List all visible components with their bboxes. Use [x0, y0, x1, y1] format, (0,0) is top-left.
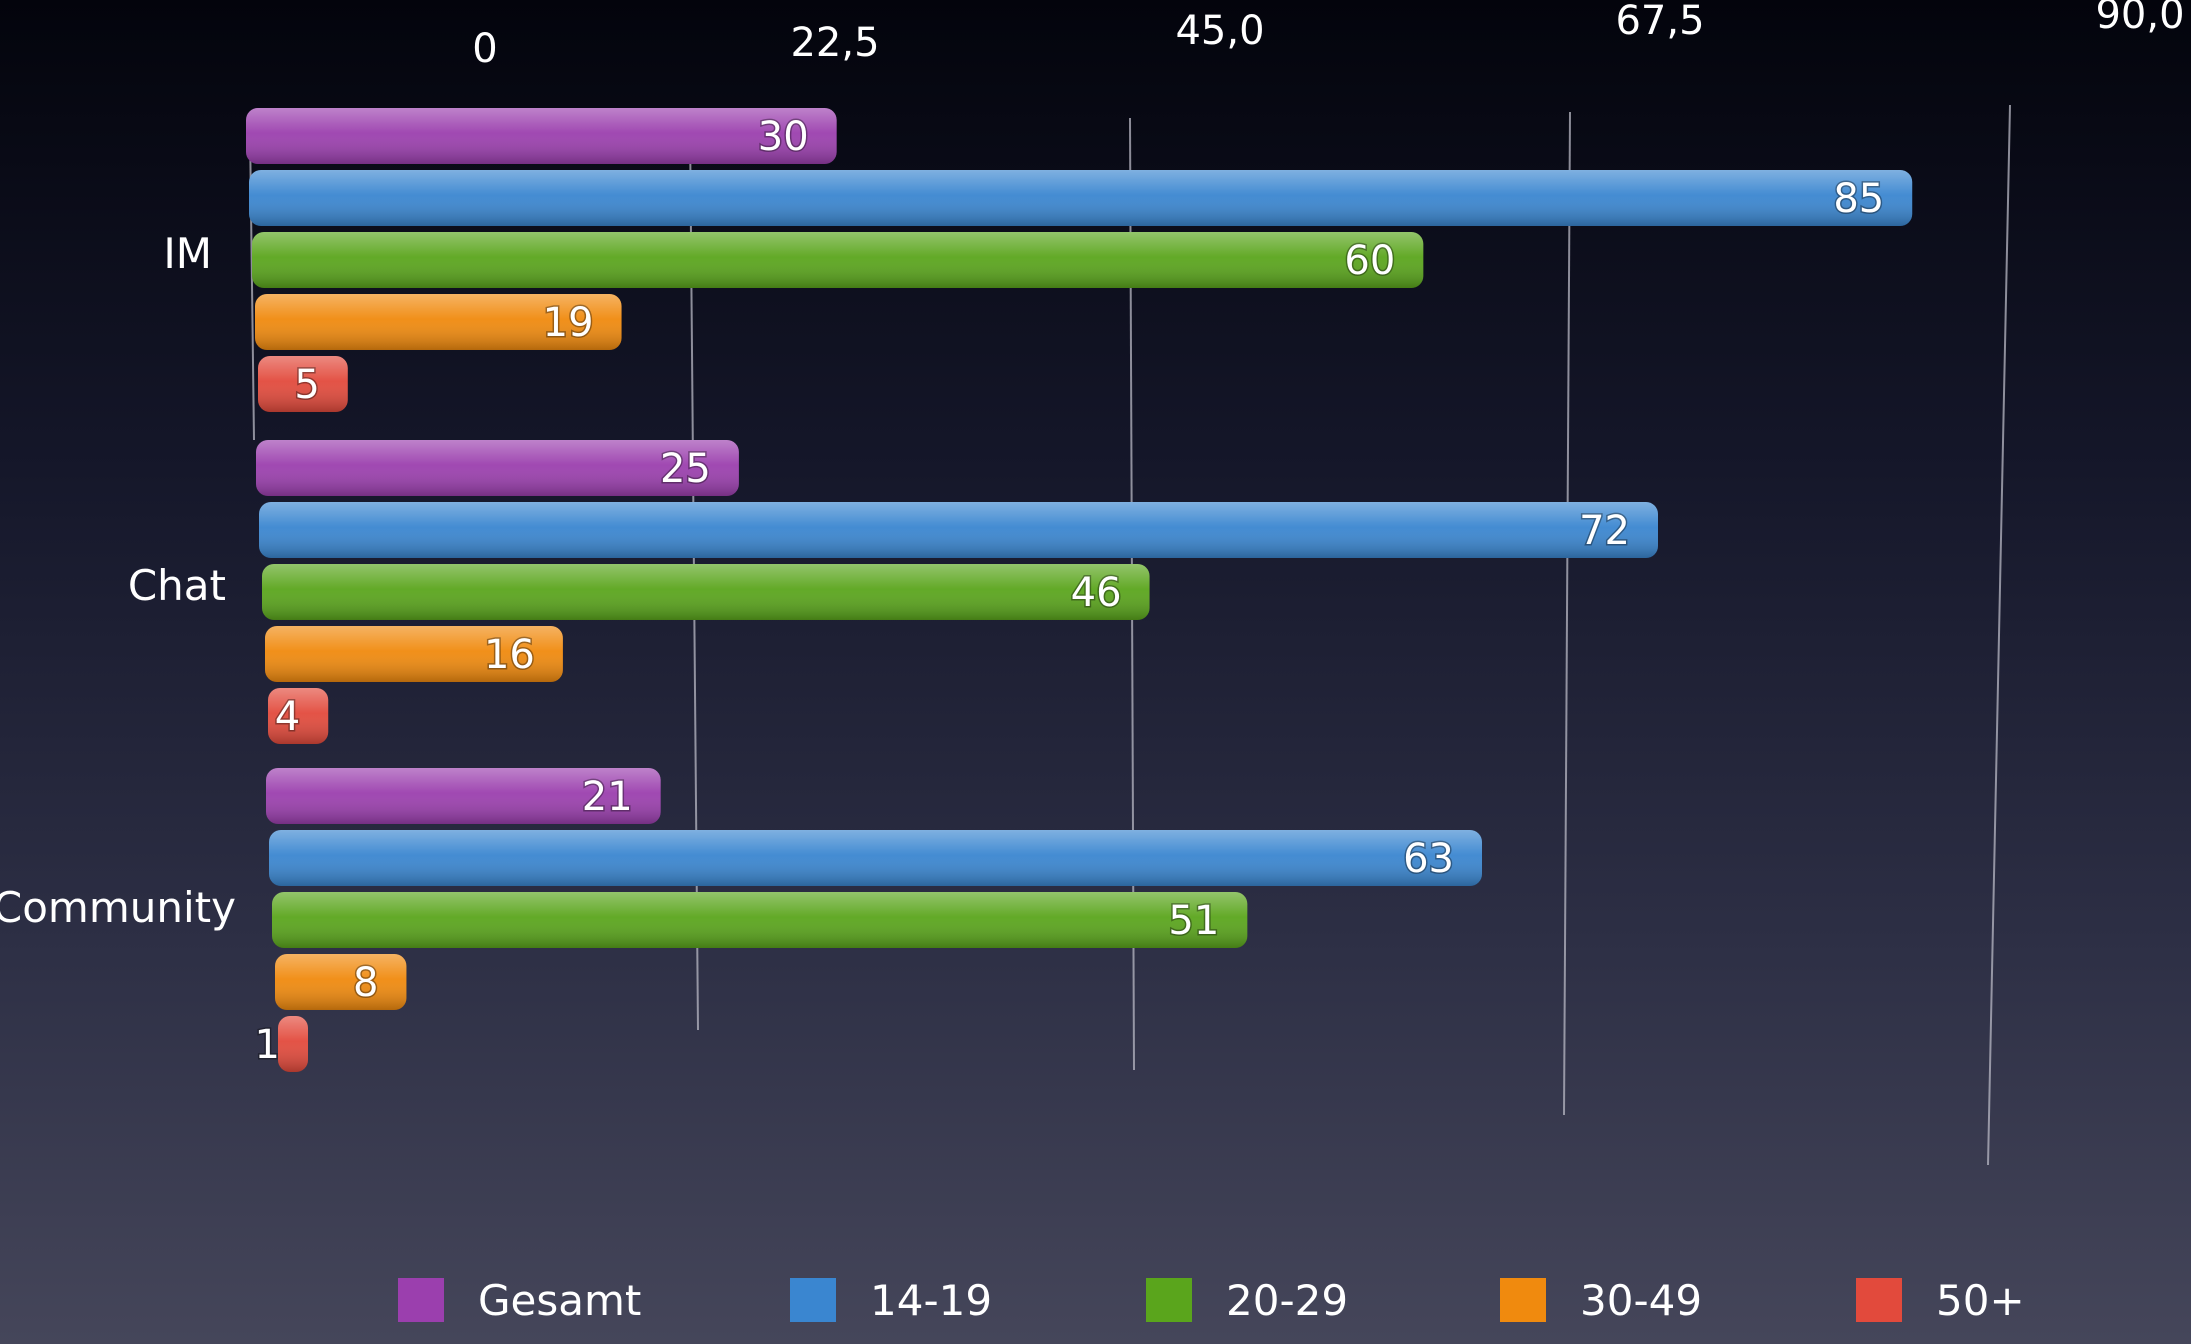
data-label: 4: [275, 694, 300, 740]
bar-highlight: [265, 626, 563, 682]
x-tick-label: 22,5: [790, 20, 879, 66]
bar-highlight: [258, 356, 348, 412]
legend: Gesamt 14-19 20-29 30-49 50+: [398, 1276, 2025, 1325]
x-axis-tick-labels: 0 22,5 45,0 67,5 90,0: [472, 0, 2184, 72]
x-tick-label: 90,0: [2095, 0, 2184, 38]
legend-swatch: [790, 1278, 836, 1322]
gridline: [1987, 104, 2011, 1166]
bar-highlight: [275, 954, 407, 1010]
category-label: IM: [163, 229, 212, 278]
x-tick-label: 0: [472, 26, 497, 72]
category-labels: IM Chat Community: [0, 229, 236, 932]
bar-highlight: [259, 502, 1658, 558]
data-label: 60: [1344, 238, 1395, 284]
bar-highlight: [272, 892, 1248, 948]
data-label: 21: [582, 774, 633, 820]
bar-highlight: [269, 830, 1482, 886]
bar-highlight: [256, 440, 739, 496]
data-label: 30: [758, 114, 809, 160]
bar-highlight: [268, 688, 329, 744]
data-label: 25: [660, 446, 711, 492]
data-label: 72: [1579, 508, 1630, 554]
data-label: 19: [543, 300, 594, 346]
category-label: Community: [0, 883, 236, 932]
bar-highlight: [252, 232, 1424, 288]
bars: 5 19 60 85 30 4 16 46 72 25 1 8 51 63 21: [246, 108, 1913, 1072]
data-label: 5: [294, 362, 319, 408]
data-label: 51: [1168, 898, 1219, 944]
data-label: 46: [1071, 570, 1122, 616]
gridline: [1563, 111, 1571, 1116]
bar-highlight: [246, 108, 837, 164]
legend-label: 30-49: [1580, 1276, 1702, 1325]
legend-swatch: [398, 1278, 444, 1322]
bar-highlight: [255, 294, 622, 350]
legend-swatch: [1856, 1278, 1902, 1322]
bar-highlight: [249, 170, 1913, 226]
legend-swatch: [1500, 1278, 1546, 1322]
x-tick-label: 67,5: [1615, 0, 1704, 44]
legend-label: 14-19: [870, 1276, 992, 1325]
bar-highlight: [278, 1016, 308, 1072]
bar-highlight: [262, 564, 1150, 620]
category-label: Chat: [128, 561, 226, 610]
legend-label: Gesamt: [478, 1276, 641, 1325]
data-label: 63: [1403, 836, 1454, 882]
bar-highlight: [266, 768, 661, 824]
data-label: 85: [1833, 176, 1884, 222]
x-tick-label: 45,0: [1175, 8, 1264, 54]
data-label: 1: [255, 1022, 280, 1068]
legend-label: 50+: [1936, 1276, 2025, 1325]
legend-label: 20-29: [1226, 1276, 1348, 1325]
data-label: 16: [484, 632, 535, 678]
legend-swatch: [1146, 1278, 1192, 1322]
data-label: 8: [353, 960, 378, 1006]
